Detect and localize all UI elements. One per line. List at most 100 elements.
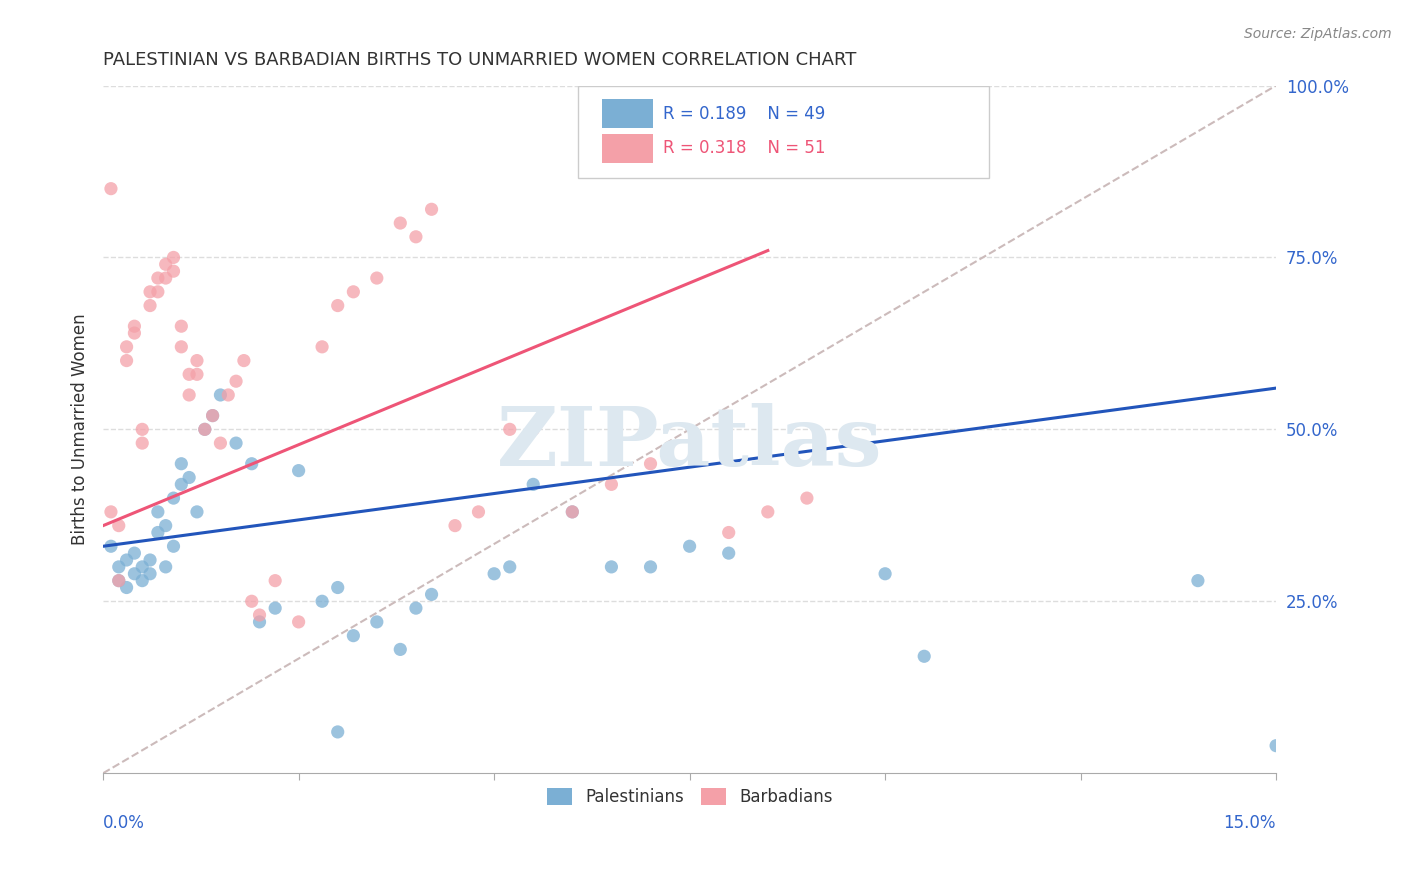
Point: [225, 374, 247, 388]
Point: [717, 546, 740, 560]
Point: [131, 436, 153, 450]
Point: [179, 388, 201, 402]
Point: [287, 464, 309, 478]
Point: [499, 560, 522, 574]
FancyBboxPatch shape: [578, 86, 988, 178]
Point: [875, 566, 897, 581]
Text: R = 0.318    N = 51: R = 0.318 N = 51: [662, 139, 825, 157]
Point: [264, 601, 287, 615]
Point: [186, 353, 208, 368]
Point: [342, 629, 364, 643]
Point: [561, 505, 583, 519]
Point: [107, 560, 129, 574]
Point: [232, 353, 254, 368]
Text: PALESTINIAN VS BARBADIAN BIRTHS TO UNMARRIED WOMEN CORRELATION CHART: PALESTINIAN VS BARBADIAN BIRTHS TO UNMAR…: [103, 51, 856, 69]
Point: [146, 285, 169, 299]
Point: [522, 422, 544, 436]
Point: [482, 566, 505, 581]
Point: [131, 422, 153, 436]
Point: [170, 457, 193, 471]
Point: [124, 319, 146, 334]
Point: [100, 505, 122, 519]
Point: [139, 299, 162, 313]
Point: [600, 477, 623, 491]
Point: [131, 574, 153, 588]
Point: [249, 615, 271, 629]
Point: [389, 642, 412, 657]
Point: [146, 271, 169, 285]
Point: [115, 581, 138, 595]
Point: [311, 340, 333, 354]
Point: [342, 285, 364, 299]
Point: [155, 560, 177, 574]
Text: R = 0.189    N = 49: R = 0.189 N = 49: [662, 104, 825, 123]
Point: [264, 574, 287, 588]
Point: [194, 422, 217, 436]
Point: [162, 491, 184, 505]
Point: [139, 285, 162, 299]
Point: [240, 457, 263, 471]
Point: [640, 457, 662, 471]
Point: [186, 368, 208, 382]
Point: [225, 436, 247, 450]
Point: [131, 560, 153, 574]
Point: [115, 340, 138, 354]
Point: [249, 607, 271, 622]
Point: [162, 251, 184, 265]
Point: [146, 525, 169, 540]
Point: [201, 409, 224, 423]
Point: [912, 649, 935, 664]
Point: [796, 491, 818, 505]
Point: [217, 388, 239, 402]
Point: [600, 560, 623, 574]
Point: [100, 539, 122, 553]
Point: [499, 422, 522, 436]
FancyBboxPatch shape: [602, 134, 654, 162]
Point: [366, 271, 388, 285]
Point: [326, 299, 349, 313]
Point: [124, 566, 146, 581]
Point: [678, 539, 700, 553]
Legend: Palestinians, Barbadians: Palestinians, Barbadians: [540, 781, 839, 813]
Text: 15.0%: 15.0%: [1223, 814, 1277, 832]
Point: [107, 574, 129, 588]
Point: [366, 615, 388, 629]
Point: [139, 553, 162, 567]
Point: [146, 505, 169, 519]
Point: [405, 229, 427, 244]
Point: [717, 525, 740, 540]
Text: Source: ZipAtlas.com: Source: ZipAtlas.com: [1244, 27, 1392, 41]
Point: [444, 518, 467, 533]
Point: [115, 353, 138, 368]
Point: [522, 477, 544, 491]
Point: [420, 587, 443, 601]
Point: [420, 202, 443, 217]
Point: [155, 257, 177, 271]
Point: [115, 553, 138, 567]
Point: [170, 319, 193, 334]
Text: 0.0%: 0.0%: [103, 814, 145, 832]
Point: [155, 271, 177, 285]
FancyBboxPatch shape: [602, 99, 654, 128]
Point: [756, 505, 779, 519]
Point: [209, 388, 232, 402]
Point: [640, 560, 662, 574]
Point: [209, 436, 232, 450]
Point: [240, 594, 263, 608]
Point: [287, 615, 309, 629]
Point: [162, 539, 184, 553]
Text: ZIPatlas: ZIPatlas: [496, 403, 883, 483]
Point: [326, 725, 349, 739]
Point: [1265, 739, 1288, 753]
Y-axis label: Births to Unmarried Women: Births to Unmarried Women: [72, 314, 89, 545]
Point: [124, 546, 146, 560]
Point: [326, 581, 349, 595]
Point: [162, 264, 184, 278]
Point: [100, 182, 122, 196]
Point: [107, 518, 129, 533]
Point: [155, 518, 177, 533]
Point: [107, 574, 129, 588]
Point: [124, 326, 146, 340]
Point: [561, 505, 583, 519]
Point: [201, 409, 224, 423]
